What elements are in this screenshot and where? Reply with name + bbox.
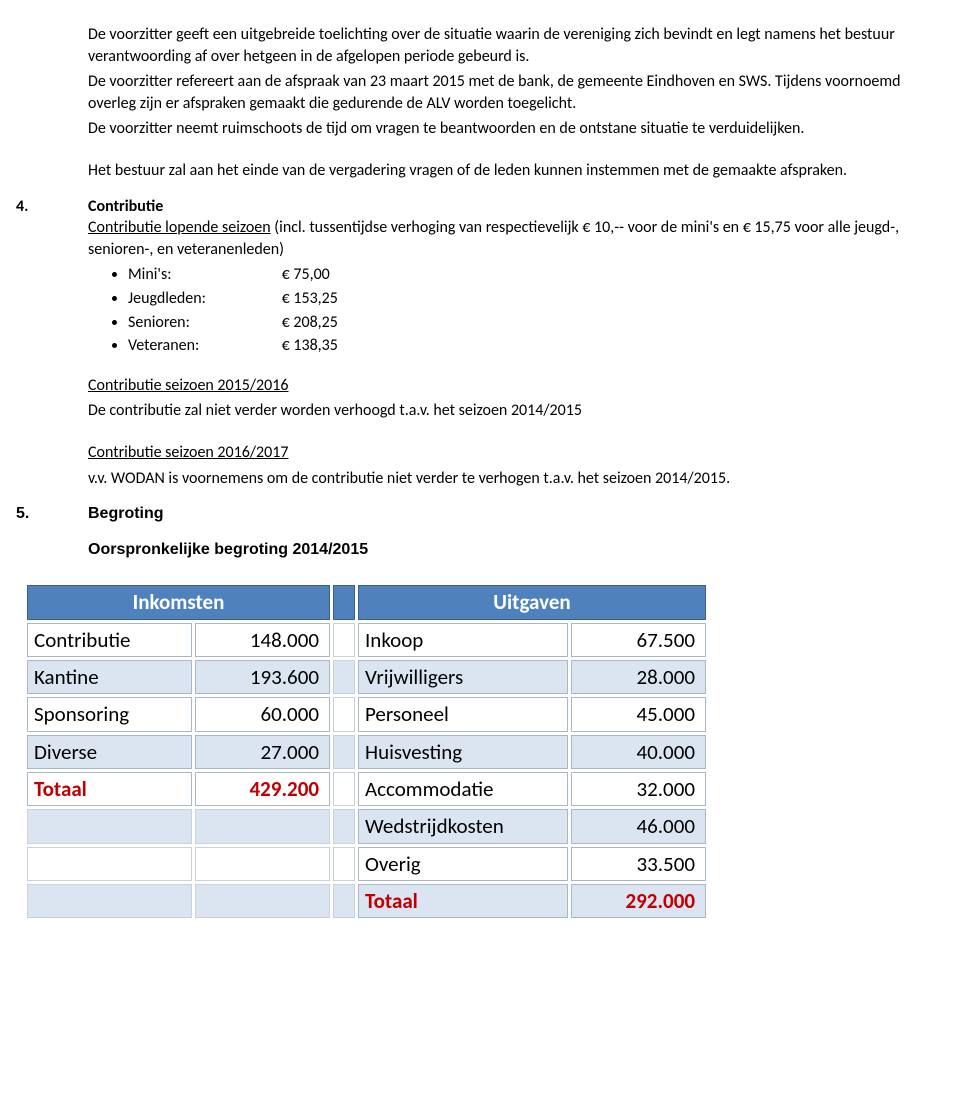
- fee-item: Senioren: € 208,25: [128, 312, 944, 334]
- fee-item: Mini's: € 75,00: [128, 264, 944, 286]
- fee-label: Senioren:: [128, 312, 278, 334]
- budget-gap: [333, 660, 355, 694]
- fee-item: Jeugdleden: € 153,25: [128, 288, 944, 310]
- budget-left-value: 60.000: [195, 697, 330, 731]
- budget-gap: [333, 847, 355, 881]
- budget-right-value: 46.000: [571, 809, 706, 843]
- budget-right-value: 40.000: [571, 735, 706, 769]
- fee-value: € 153,25: [282, 289, 338, 308]
- budget-right-label: Accommodatie: [358, 772, 568, 806]
- contrib-current-line: Contributie lopende seizoen (incl. tusse…: [88, 217, 944, 260]
- budget-right-label: Vrijwilligers: [358, 660, 568, 694]
- budget-left-label: Sponsoring: [27, 697, 192, 731]
- contrib-current-underlined: Contributie lopende seizoen: [88, 218, 271, 237]
- fee-list: Mini's: € 75,00 Jeugdleden: € 153,25 Sen…: [88, 264, 944, 356]
- budget-row: Overig 33.500: [27, 847, 706, 881]
- budget-right-label: Huisvesting: [358, 735, 568, 769]
- budget-row: Diverse 27.000 Huisvesting 40.000: [27, 735, 706, 769]
- fee-value: € 208,25: [282, 313, 338, 332]
- fee-value: € 138,35: [282, 336, 338, 355]
- contrib-2016-2017-title: Contributie seizoen 2016/2017: [88, 442, 944, 464]
- intro-p3: De voorzitter neemt ruimschoots de tijd …: [88, 118, 944, 140]
- budget-row: Totaal 292.000: [27, 884, 706, 918]
- budget-empty: [195, 809, 330, 843]
- section-4-title: Contributie: [88, 196, 163, 218]
- budget-header-gap: [333, 585, 355, 619]
- budget-header-row: Inkomsten Uitgaven: [27, 585, 706, 619]
- section-5-title: Begroting: [88, 503, 164, 525]
- budget-right-label: Overig: [358, 847, 568, 881]
- budget-right-value: 33.500: [571, 847, 706, 881]
- budget-empty: [27, 847, 192, 881]
- budget-left-label: Diverse: [27, 735, 192, 769]
- intro-p1: De voorzitter geeft een uitgebreide toel…: [88, 24, 944, 67]
- budget-right-label: Inkoop: [358, 623, 568, 657]
- budget-left-label: Kantine: [27, 660, 192, 694]
- budget-empty: [27, 809, 192, 843]
- budget-gap: [333, 884, 355, 918]
- budget-left-label: Contributie: [27, 623, 192, 657]
- contrib-2015-2016-text: De contributie zal niet verder worden ve…: [88, 400, 944, 422]
- budget-left-value: 27.000: [195, 735, 330, 769]
- budget-left-value: 148.000: [195, 623, 330, 657]
- section-4-body: Contributie lopende seizoen (incl. tusse…: [88, 217, 944, 489]
- section-5-number: 5.: [16, 503, 88, 525]
- budget-left-value: 193.600: [195, 660, 330, 694]
- section-4-number: 4.: [16, 196, 88, 218]
- budget-empty: [27, 884, 192, 918]
- budget-empty: [195, 847, 330, 881]
- fee-label: Jeugdleden:: [128, 288, 278, 310]
- budget-gap: [333, 735, 355, 769]
- fee-label: Mini's:: [128, 264, 278, 286]
- budget-right-value: 45.000: [571, 697, 706, 731]
- budget-left-total-label: Totaal: [27, 772, 192, 806]
- budget-gap: [333, 697, 355, 731]
- budget-row: Totaal 429.200 Accommodatie 32.000: [27, 772, 706, 806]
- intro-p2: De voorzitter refereert aan de afspraak …: [88, 71, 944, 114]
- budget-row: Kantine 193.600 Vrijwilligers 28.000: [27, 660, 706, 694]
- budget-row: Contributie 148.000 Inkoop 67.500: [27, 623, 706, 657]
- budget-header-uitgaven: Uitgaven: [358, 585, 706, 619]
- budget-right-total-value: 292.000: [571, 884, 706, 918]
- intro-block: De voorzitter geeft een uitgebreide toel…: [88, 24, 944, 182]
- fee-value: € 75,00: [282, 265, 330, 284]
- budget-empty: [195, 884, 330, 918]
- budget-right-value: 32.000: [571, 772, 706, 806]
- budget-right-label: Personeel: [358, 697, 568, 731]
- contrib-2016-2017-text: v.v. WODAN is voornemens om de contribut…: [88, 468, 944, 490]
- budget-table-wrap: Inkomsten Uitgaven Contributie 148.000 I…: [24, 582, 944, 921]
- fee-item: Veteranen: € 138,35: [128, 335, 944, 357]
- budget-right-value: 28.000: [571, 660, 706, 694]
- budget-right-total-label: Totaal: [358, 884, 568, 918]
- budget-row: Sponsoring 60.000 Personeel 45.000: [27, 697, 706, 731]
- intro-p4: Het bestuur zal aan het einde van de ver…: [88, 160, 944, 182]
- budget-table: Inkomsten Uitgaven Contributie 148.000 I…: [24, 582, 709, 921]
- budget-header-inkomsten: Inkomsten: [27, 585, 330, 619]
- budget-left-total-value: 429.200: [195, 772, 330, 806]
- budget-right-label: Wedstrijdkosten: [358, 809, 568, 843]
- section-4-heading: 4. Contributie: [16, 196, 944, 218]
- contrib-2015-2016-title: Contributie seizoen 2015/2016: [88, 375, 944, 397]
- budget-right-value: 67.500: [571, 623, 706, 657]
- budget-subtitle: Oorspronkelijke begroting 2014/2015: [88, 539, 944, 561]
- budget-gap: [333, 809, 355, 843]
- fee-label: Veteranen:: [128, 335, 278, 357]
- budget-gap: [333, 772, 355, 806]
- section-5-heading: 5. Begroting: [16, 503, 944, 525]
- budget-gap: [333, 623, 355, 657]
- budget-row: Wedstrijdkosten 46.000: [27, 809, 706, 843]
